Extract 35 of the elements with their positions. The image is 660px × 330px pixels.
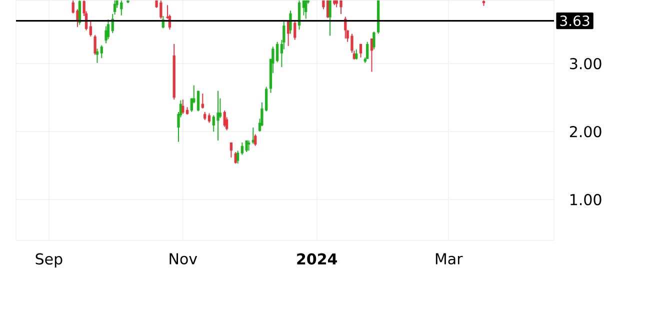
candlestick bbox=[100, 44, 103, 58]
y-tick-label: 2.00 bbox=[570, 126, 602, 138]
candlestick bbox=[106, 18, 110, 40]
candlestick bbox=[182, 98, 184, 114]
candlestick bbox=[236, 150, 240, 164]
candlestick bbox=[208, 112, 211, 124]
candlestick bbox=[240, 142, 244, 156]
candlestick bbox=[294, 20, 296, 40]
candlestick bbox=[366, 41, 369, 60]
y-tick-label: 1.00 bbox=[570, 194, 602, 206]
candlestick bbox=[201, 92, 204, 109]
candlestick bbox=[289, 10, 292, 34]
candlestick bbox=[304, 0, 308, 20]
x-tick-label: 2024 bbox=[297, 253, 338, 264]
x-tick-label: Nov bbox=[170, 253, 198, 264]
candlestick bbox=[359, 43, 362, 58]
candlestick bbox=[216, 90, 220, 141]
candlestick bbox=[247, 140, 250, 151]
x-tick-label: Mar bbox=[436, 253, 463, 264]
candlestick bbox=[78, 0, 81, 26]
candlestick bbox=[254, 134, 257, 146]
candlestick bbox=[372, 30, 376, 50]
y-tick-label: 3.00 bbox=[570, 58, 602, 70]
candlestick bbox=[230, 142, 233, 158]
ref-line-label: 3.63 bbox=[560, 15, 590, 26]
candlestick bbox=[196, 90, 200, 112]
candlestick bbox=[276, 41, 279, 63]
candlestick bbox=[89, 20, 92, 37]
candlestick bbox=[120, 0, 123, 16]
candlestick bbox=[96, 48, 99, 64]
candlestick bbox=[355, 48, 358, 60]
candlestick bbox=[340, 0, 342, 14]
candlestick bbox=[94, 34, 96, 56]
candlestick bbox=[328, 0, 332, 36]
x-tick-label: Sep bbox=[36, 253, 62, 268]
